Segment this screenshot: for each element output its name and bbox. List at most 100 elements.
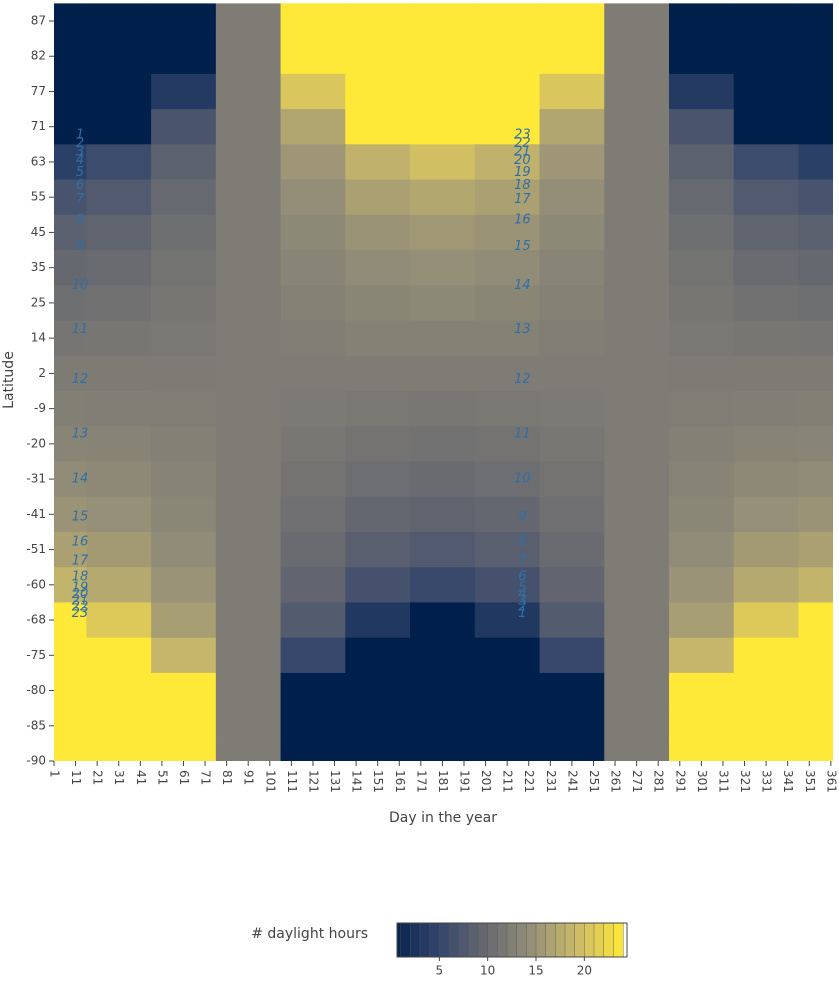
- contour-label: 21: [514, 144, 531, 159]
- x-tick-label: 311: [716, 770, 730, 793]
- y-tick-label: 63: [31, 154, 46, 168]
- contour-cell: [410, 672, 476, 709]
- contour-cell: [151, 38, 217, 75]
- contour-cell: [151, 355, 217, 392]
- contour-label: 5: [76, 165, 84, 180]
- contour-cell: [86, 531, 152, 568]
- y-tick-label: -9: [34, 401, 46, 415]
- contour-cell: [86, 708, 152, 744]
- contour-cell: [345, 637, 411, 674]
- contour-cell: [54, 637, 87, 674]
- x-tick-label: 21: [91, 770, 105, 785]
- y-tick-label: 82: [31, 49, 46, 63]
- contour-label: 19: [72, 581, 89, 596]
- contour-cell: [215, 73, 282, 110]
- x-tick-label: 331: [760, 770, 774, 793]
- contour-cell: [669, 144, 735, 181]
- contour-cell: [345, 250, 411, 286]
- contour-cell: [669, 496, 735, 533]
- contour-cell: [215, 320, 282, 357]
- contour-cell: [539, 461, 605, 498]
- contour-cell: [733, 109, 799, 145]
- contour-cell: [345, 426, 411, 462]
- colorbar-band: [487, 922, 498, 958]
- contour-label: 5: [518, 581, 526, 596]
- contour-cell: [151, 496, 217, 533]
- contour-cell: [539, 214, 605, 251]
- contour-cell: [215, 426, 282, 462]
- contour-cell: [151, 672, 217, 709]
- contour-cell: [474, 73, 541, 110]
- colorbar-band: [535, 922, 547, 958]
- contour-label: 18: [72, 569, 89, 584]
- x-tick-label: 241: [565, 770, 579, 793]
- contour-cell: [410, 3, 476, 40]
- contour-label: 18: [514, 178, 531, 193]
- contour-cell: [151, 109, 217, 145]
- x-tick-label: 191: [458, 770, 472, 793]
- contour-cell: [215, 214, 282, 251]
- x-tick-label: 31: [112, 770, 126, 785]
- contour-cell: [669, 285, 735, 322]
- contour-cell: [733, 3, 799, 40]
- contour-cell: [733, 355, 799, 392]
- contour-label: 13: [72, 426, 89, 441]
- contour-cell: [539, 320, 605, 357]
- contour-cell: [733, 567, 799, 603]
- contour-cell: [215, 355, 282, 392]
- y-axis-title: Latitude: [1, 351, 17, 409]
- contour-cell: [151, 285, 217, 322]
- contour-cell: [345, 3, 411, 40]
- contour-cell: [539, 38, 605, 75]
- contour-cell: [280, 250, 346, 286]
- contour-cell: [669, 109, 735, 145]
- contour-cell: [410, 496, 476, 533]
- contour-cell: [410, 461, 476, 498]
- contour-cell: [215, 602, 282, 639]
- contour-cell: [539, 179, 605, 216]
- contour-cell: [733, 144, 799, 181]
- contour-cell: [280, 355, 346, 392]
- contour-cell: [410, 391, 476, 427]
- colorbar-title: # daylight hours: [251, 926, 368, 942]
- colorbar-band: [410, 922, 421, 958]
- contour-label: 11: [72, 322, 89, 337]
- contour-cell: [604, 567, 670, 603]
- contour-cell: [539, 637, 605, 674]
- contour-cell: [604, 355, 670, 392]
- contour-label: 1: [76, 128, 84, 143]
- contour-cell: [215, 531, 282, 568]
- contour-cell: [86, 461, 152, 498]
- contour-cell: [604, 391, 670, 427]
- contour-cell: [280, 708, 346, 744]
- x-tick-label: 181: [436, 770, 450, 793]
- contour-cell: [410, 285, 476, 322]
- contour-cell: [733, 672, 799, 709]
- colorbar-tick-label: 15: [528, 964, 543, 978]
- contour-cell: [280, 426, 346, 462]
- colorbar-tick-label: 5: [436, 964, 444, 978]
- y-tick-label: -80: [26, 683, 46, 697]
- contour-label: 14: [72, 472, 89, 487]
- x-tick-label: 301: [695, 770, 709, 793]
- colorbar-frame: [396, 922, 628, 958]
- contour-cell: [410, 109, 476, 145]
- x-tick-label: 261: [609, 770, 623, 793]
- contour-cell: [733, 602, 799, 639]
- contour-cell: [215, 109, 282, 145]
- contour-cell: [474, 214, 541, 251]
- y-tick-label: -20: [26, 436, 46, 450]
- colorbar-band: [593, 922, 605, 958]
- contour-cell: [474, 144, 541, 181]
- contour-cell: [280, 496, 346, 533]
- contour-cell: [345, 461, 411, 498]
- plot-area: 1234567891011121314151617181920212223123…: [54, 3, 833, 761]
- colorbar-band: [458, 922, 469, 958]
- contour-cell: [604, 38, 670, 75]
- contour-cell: [798, 3, 833, 40]
- colorbar-band: [400, 922, 411, 958]
- contour-cell: [798, 320, 833, 357]
- contour-cell: [280, 73, 346, 110]
- x-tick-label: 161: [393, 770, 407, 793]
- x-tick-label: 351: [803, 770, 817, 793]
